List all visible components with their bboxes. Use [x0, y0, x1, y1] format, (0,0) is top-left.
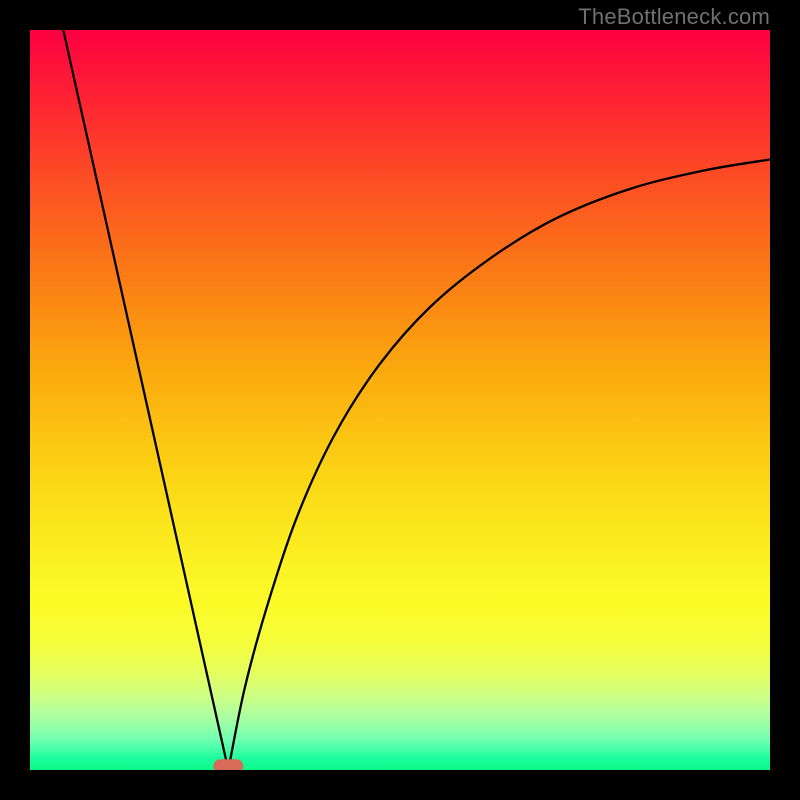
- chart-frame: TheBottleneck.com: [0, 0, 800, 800]
- chart-svg: [30, 30, 770, 770]
- gradient-background: [30, 30, 770, 770]
- plot-area: [30, 30, 770, 770]
- watermark-text: TheBottleneck.com: [578, 4, 770, 30]
- dip-marker: [213, 759, 243, 770]
